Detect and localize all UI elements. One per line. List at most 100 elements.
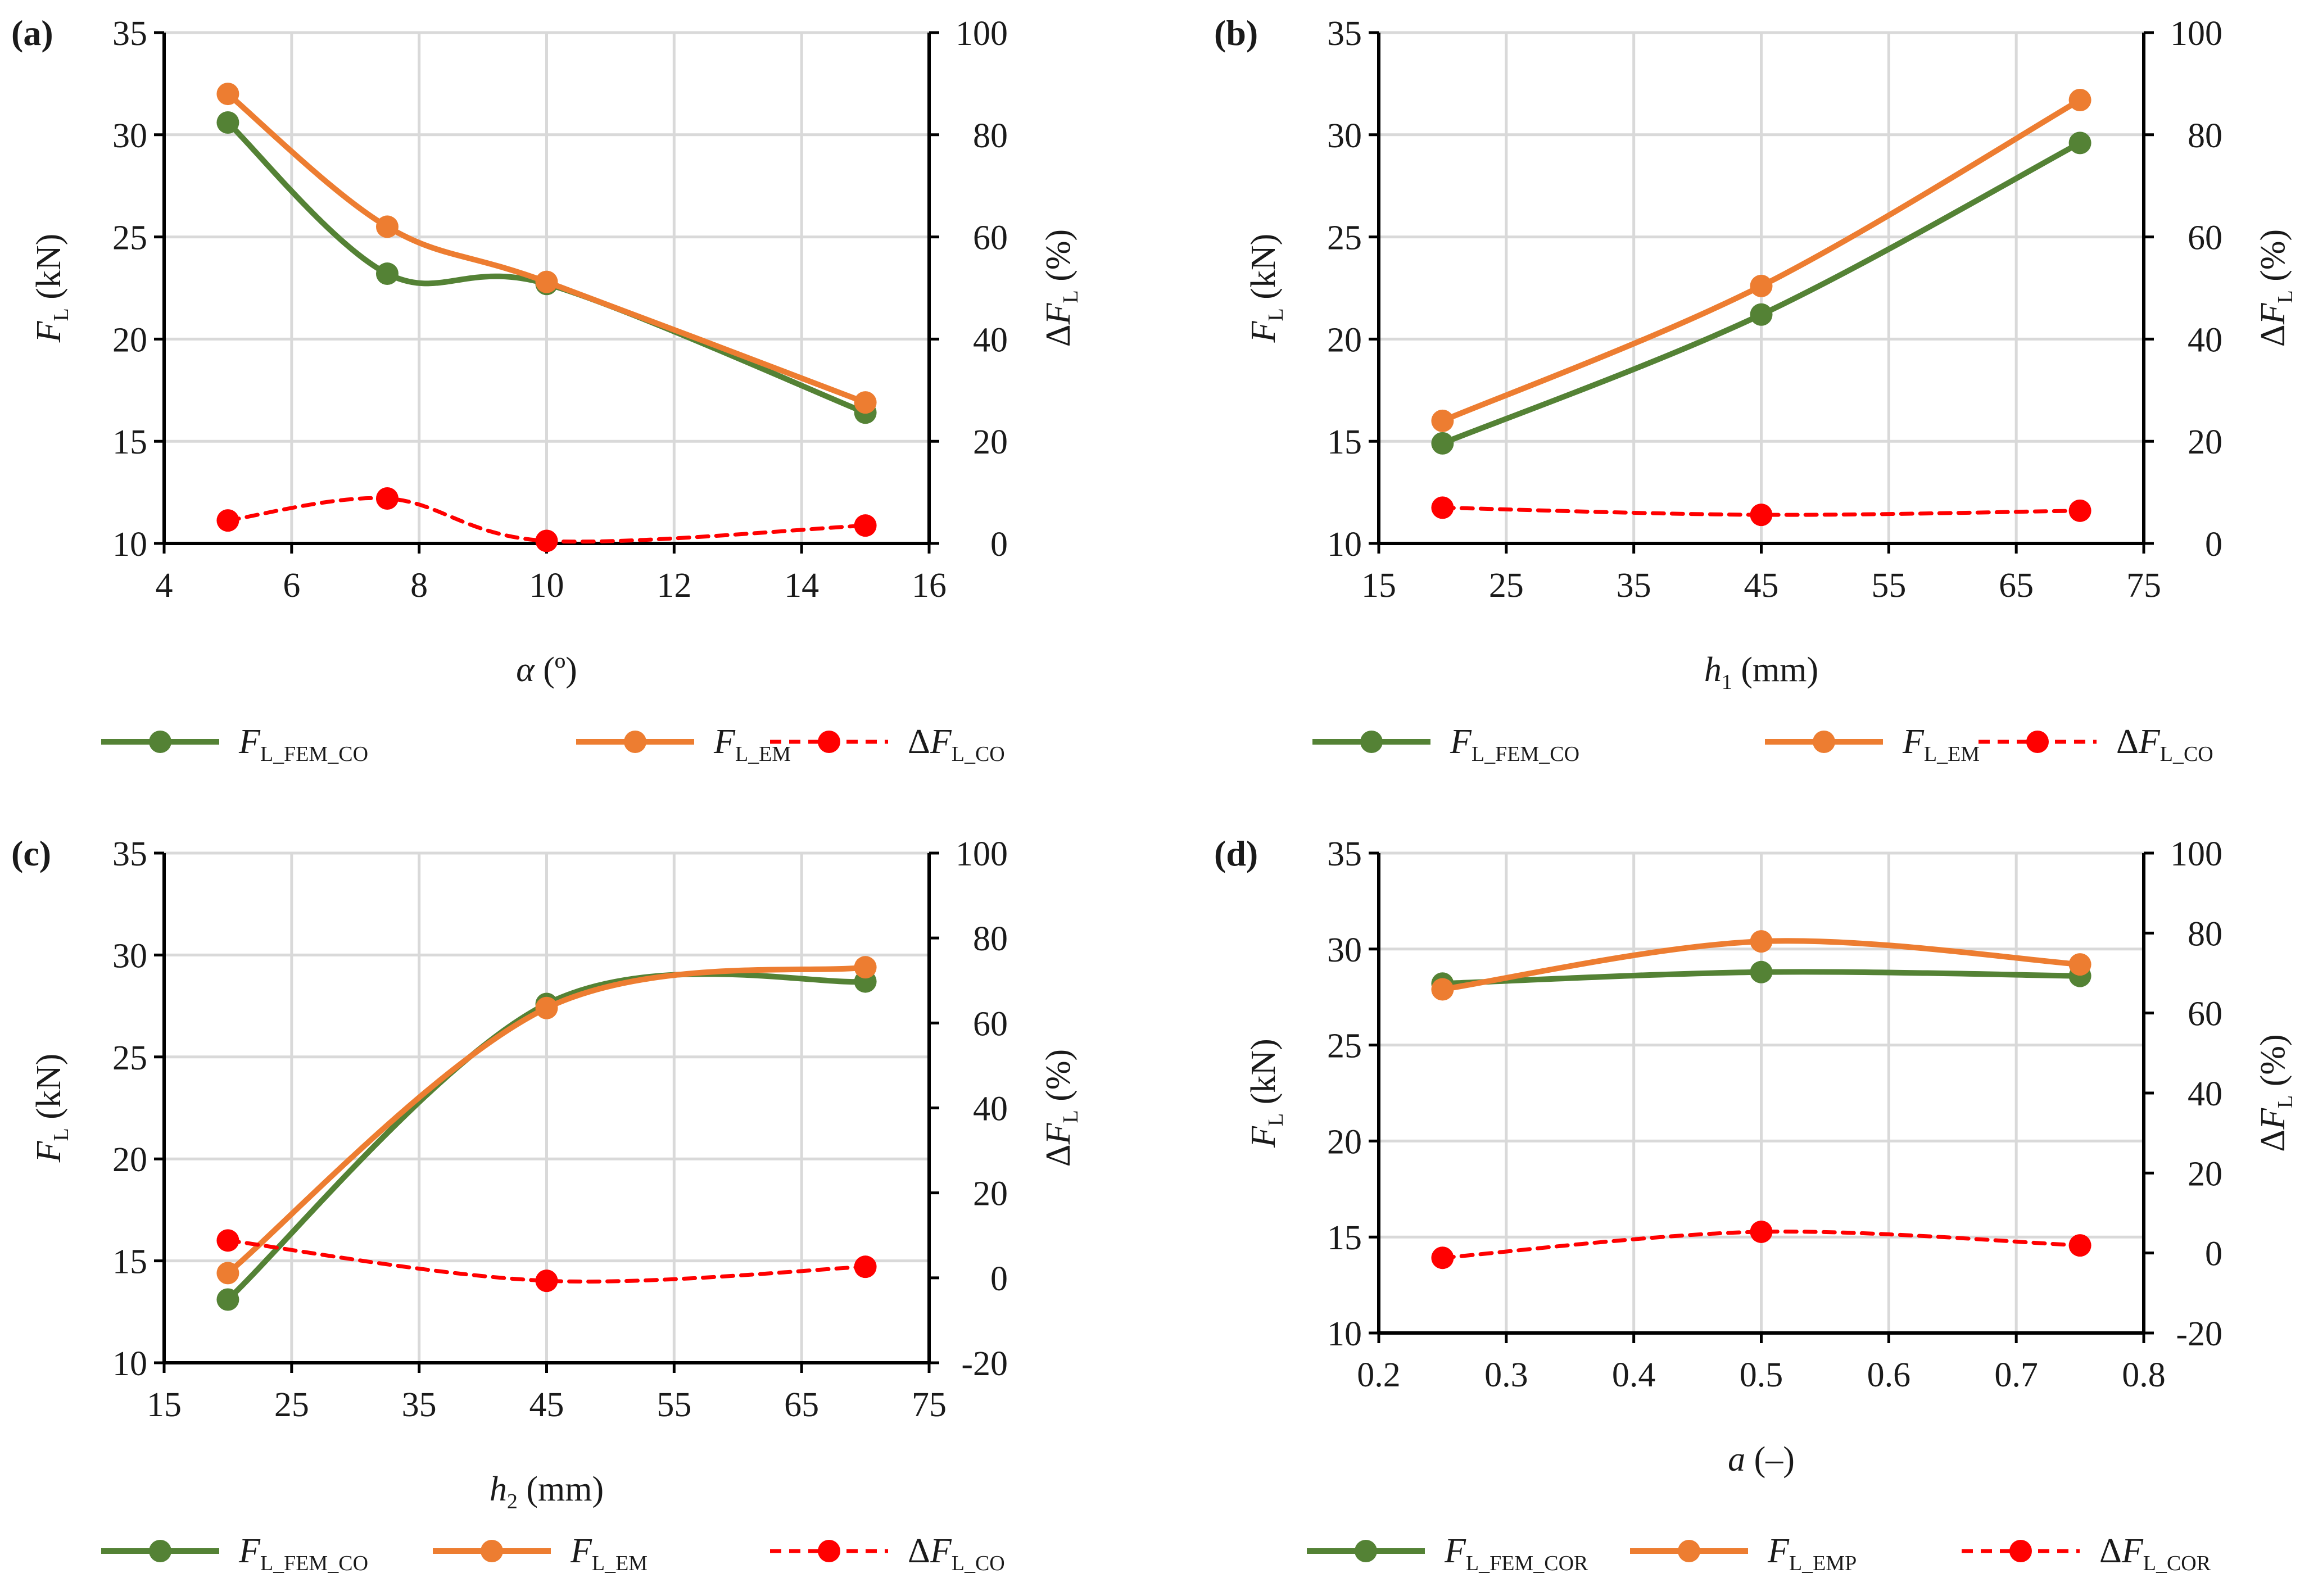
x-tick-label: 25 <box>1489 566 1524 605</box>
series-line-0 <box>225 971 868 1303</box>
left-y-axis-title-rest: (kN) <box>1244 1039 1283 1113</box>
panel-a: 4 6 8 10 12 14 16 10 15 20 25 30 35 0 20 40 60 80 100 α (º)… <box>11 13 1083 766</box>
legend-label-subscript: L_CO <box>952 1552 1005 1575</box>
legend-label: FL_FEM_CO <box>1450 723 1579 766</box>
legend-label-symbol: F <box>930 723 952 761</box>
x-axis-title-symbol: h <box>1704 651 1722 689</box>
series-marker-0 <box>216 1288 239 1311</box>
legend-label-symbol: F <box>713 723 736 761</box>
x-tick-label: 0.8 <box>2122 1356 2166 1394</box>
left-y-tick-label: 10 <box>1327 1315 1362 1353</box>
legend-label-symbol: F <box>1767 1532 1790 1570</box>
x-axis-title: h2 (mm) <box>490 1470 604 1513</box>
left-y-tick-label: 10 <box>112 1345 147 1383</box>
right-y-tick-label: 80 <box>2188 915 2222 953</box>
series-marker-0 <box>1431 432 1454 455</box>
right-y-tick-label: 40 <box>2188 1075 2222 1113</box>
x-tick-label: 35 <box>1617 566 1651 605</box>
left-y-tick-label: 25 <box>1327 219 1362 257</box>
legend-label-subscript: L_FEM_CO <box>260 742 368 766</box>
left-y-axis-title-subscript: L <box>1264 308 1288 321</box>
left-y-axis-title-symbol: F <box>30 1140 68 1163</box>
left-y-tick-label: 20 <box>112 321 147 359</box>
right-y-axis-title-prefix: Δ <box>2254 1130 2292 1152</box>
left-y-axis-title-subscript: L <box>1264 1113 1288 1126</box>
legend-label-prefix: Δ <box>2116 723 2139 761</box>
series-marker-1 <box>1431 409 1454 432</box>
series-line-2 <box>1440 1230 2082 1260</box>
x-tick-label: 10 <box>529 566 564 605</box>
panel-label: (a) <box>11 13 53 53</box>
right-y-axis-title-prefix: Δ <box>1039 324 1077 347</box>
legend-label-symbol: F <box>2138 723 2161 761</box>
right-y-axis-title-subscript: L <box>2274 290 2297 303</box>
x-tick-label: 8 <box>410 566 428 605</box>
x-axis-title: h1 (mm) <box>1704 651 1818 694</box>
x-tick-label: 15 <box>147 1386 182 1424</box>
right-y-axis-title-rest: (%) <box>2254 1034 2292 1095</box>
right-y-tick-label: 60 <box>2188 995 2222 1033</box>
right-y-tick-label: 100 <box>2170 835 2222 873</box>
left-y-tick-label: 15 <box>112 1243 147 1281</box>
series-marker-2 <box>2068 1234 2091 1257</box>
left-y-axis-title-rest: (kN) <box>30 234 68 309</box>
right-y-tick-label: 60 <box>973 1005 1008 1043</box>
series-marker-1 <box>1750 930 1773 953</box>
legend-label: FL_FEM_CO <box>238 723 368 766</box>
series-marker-2 <box>854 514 877 537</box>
series-marker-0 <box>2068 132 2091 155</box>
series-line-1 <box>225 91 868 406</box>
right-y-axis-title-subscript: L <box>1059 1110 1083 1123</box>
x-axis-title: α (º) <box>516 651 577 689</box>
x-axis-title-rest: (º) <box>535 651 577 689</box>
legend-swatch-marker <box>624 731 646 753</box>
right-y-tick-label: -20 <box>961 1345 1008 1383</box>
left-y-axis-title: FL (kN) <box>30 234 73 343</box>
left-y-axis-title-symbol: F <box>30 320 68 343</box>
series-line-2 <box>225 496 868 544</box>
legend-label: FL_EM <box>570 1532 648 1575</box>
legend-label-subscript: L_EM <box>592 1552 648 1575</box>
legend-label-symbol: F <box>2121 1532 2144 1570</box>
right-y-axis-title: ΔFL (%) <box>2254 1034 2297 1151</box>
left-y-axis-title: FL (kN) <box>1244 1039 1288 1148</box>
legend-label: ΔFL_COR <box>2099 1532 2211 1575</box>
legend-swatch-marker <box>1678 1540 1700 1562</box>
legend-swatch-marker <box>2026 731 2049 753</box>
x-axis-title-symbol: α <box>516 651 535 689</box>
legend-label-subscript: L_CO <box>952 742 1005 766</box>
series-marker-0 <box>1750 960 1773 983</box>
x-axis-title-symbol: h <box>490 1470 507 1508</box>
right-y-axis-title-rest: (%) <box>1039 1049 1077 1110</box>
legend-swatch-marker <box>818 1540 840 1562</box>
x-tick-label: 75 <box>912 1386 947 1424</box>
left-y-tick-label: 20 <box>1327 1123 1362 1161</box>
series-marker-2 <box>1431 1246 1454 1269</box>
right-y-tick-label: 0 <box>990 1260 1008 1298</box>
series-marker-2 <box>1431 496 1454 519</box>
left-y-axis-title-rest: (kN) <box>1244 234 1283 309</box>
x-tick-label: 0.3 <box>1484 1356 1528 1394</box>
right-y-tick-label: 80 <box>2188 117 2222 155</box>
right-y-axis-title: ΔFL (%) <box>1039 1049 1083 1167</box>
right-y-tick-label: 0 <box>2205 525 2222 564</box>
legend-label-symbol: F <box>1450 723 1472 761</box>
series-marker-2 <box>535 1269 558 1293</box>
left-y-tick-label: 25 <box>112 1039 147 1077</box>
x-tick-label: 0.4 <box>1612 1356 1656 1394</box>
x-tick-label: 4 <box>156 566 173 605</box>
left-y-tick-label: 25 <box>1327 1027 1362 1065</box>
x-tick-label: 0.5 <box>1740 1356 1783 1394</box>
right-y-axis-title: ΔFL (%) <box>2254 229 2297 347</box>
legend-label-subscript: L_FEM_COR <box>1466 1552 1588 1575</box>
x-tick-label: 35 <box>402 1386 437 1424</box>
right-y-tick-label: 20 <box>2188 423 2222 461</box>
series-marker-1 <box>216 83 239 106</box>
right-y-tick-label: -20 <box>2176 1315 2222 1353</box>
right-y-tick-label: 60 <box>2188 219 2222 257</box>
right-y-axis-title-symbol: F <box>2254 302 2292 325</box>
legend-label-symbol: F <box>570 1532 592 1570</box>
left-y-tick-label: 10 <box>1327 525 1362 564</box>
series-marker-2 <box>854 1255 877 1278</box>
x-axis-title: a (–) <box>1728 1440 1795 1479</box>
